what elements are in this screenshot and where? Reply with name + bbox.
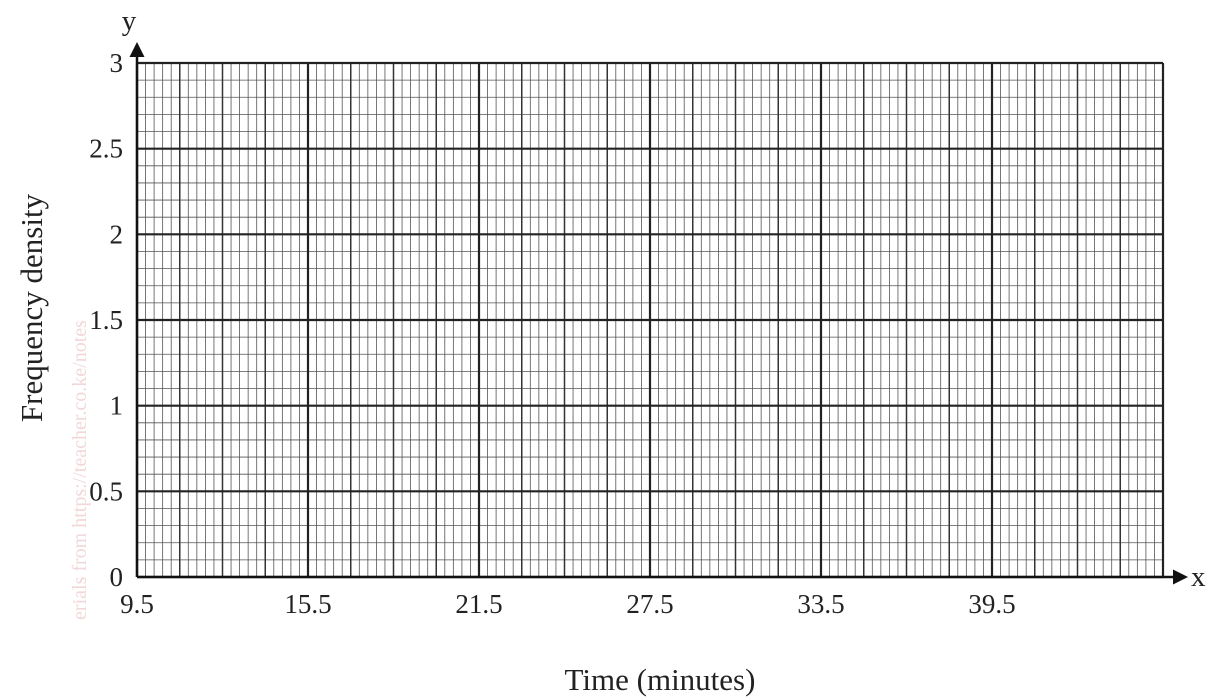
y-axis-letter: y: [122, 5, 137, 37]
x-tick-labels: 9.5 15.5 21.5 27.5 33.5 39.5: [120, 589, 1016, 619]
y-tick-label: 0.5: [89, 476, 123, 506]
y-tick-label: 0: [110, 562, 124, 592]
x-tick-label: 21.5: [455, 589, 502, 619]
x-axis-title: Time (minutes): [565, 662, 756, 697]
x-tick-label: 27.5: [626, 589, 673, 619]
x-tick-label: 9.5: [120, 589, 154, 619]
y-tick-label: 3: [110, 48, 124, 78]
x-tick-label: 33.5: [797, 589, 844, 619]
y-tick-labels: 0 0.5 1 1.5 2 2.5 3: [89, 48, 123, 592]
x-tick-label: 15.5: [284, 589, 331, 619]
y-tick-label: 2.5: [89, 134, 123, 164]
y-tick-label: 1: [110, 391, 124, 421]
y-tick-label: 2: [110, 219, 124, 249]
x-axis-letter: x: [1191, 561, 1206, 593]
watermark-text: erials from https://teacher.co.ke/notes: [69, 320, 91, 620]
y-axis-title: Frequency density: [14, 193, 49, 422]
y-tick-label: 1.5: [89, 305, 123, 335]
x-tick-label: 39.5: [968, 589, 1015, 619]
